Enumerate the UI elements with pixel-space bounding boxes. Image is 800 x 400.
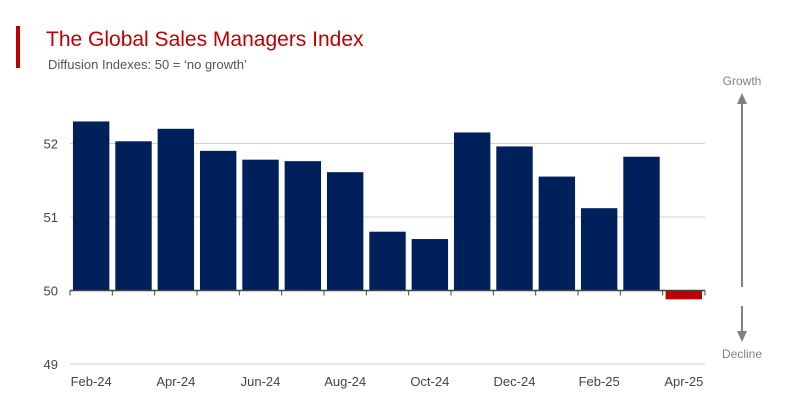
x-tick-label: Feb-25 [579,374,620,389]
x-tick-label: Aug-24 [324,374,366,389]
bars [72,121,703,300]
bar [411,239,449,291]
bar [115,141,152,291]
bar [199,150,237,291]
bar [242,159,279,291]
bar [284,161,322,291]
x-tick-label: Apr-25 [664,374,703,389]
growth-decline-indicator: Growth Decline [722,74,762,361]
bar [453,132,491,291]
x-tick-label: Oct-24 [410,374,449,389]
bar [369,231,406,291]
x-axis [69,289,706,365]
y-tick-labels: 49 50 51 52 [44,137,58,373]
x-tick-label: Jun-24 [241,374,281,389]
bar [665,290,703,300]
bar [538,176,576,291]
x-tick-label: Feb-24 [71,374,112,389]
bar [623,156,660,291]
y-tick-label: 49 [44,357,58,372]
chart-title: The Global Sales Managers Index [46,28,364,51]
decline-arrowhead-icon [737,331,747,342]
growth-arrowhead-icon [737,93,747,104]
growth-label: Growth [723,74,762,88]
bar [157,128,195,291]
x-tick-label: Dec-24 [494,374,536,389]
y-tick-label: 52 [44,137,58,152]
x-tick-labels: Feb-24 Apr-24 Jun-24 Aug-24 Oct-24 Dec-24 Feb-… [71,374,704,389]
bar [72,121,110,291]
bar [326,172,364,291]
y-tick-label: 50 [44,284,58,299]
bar [496,146,533,291]
decline-label: Decline [722,347,762,361]
title-accent-bar [16,26,20,68]
x-tick-label: Apr-24 [156,374,195,389]
bar [580,208,618,291]
chart-subtitle: Diffusion Indexes: 50 = ‘no growth’ [48,57,247,72]
y-tick-label: 51 [44,210,58,225]
